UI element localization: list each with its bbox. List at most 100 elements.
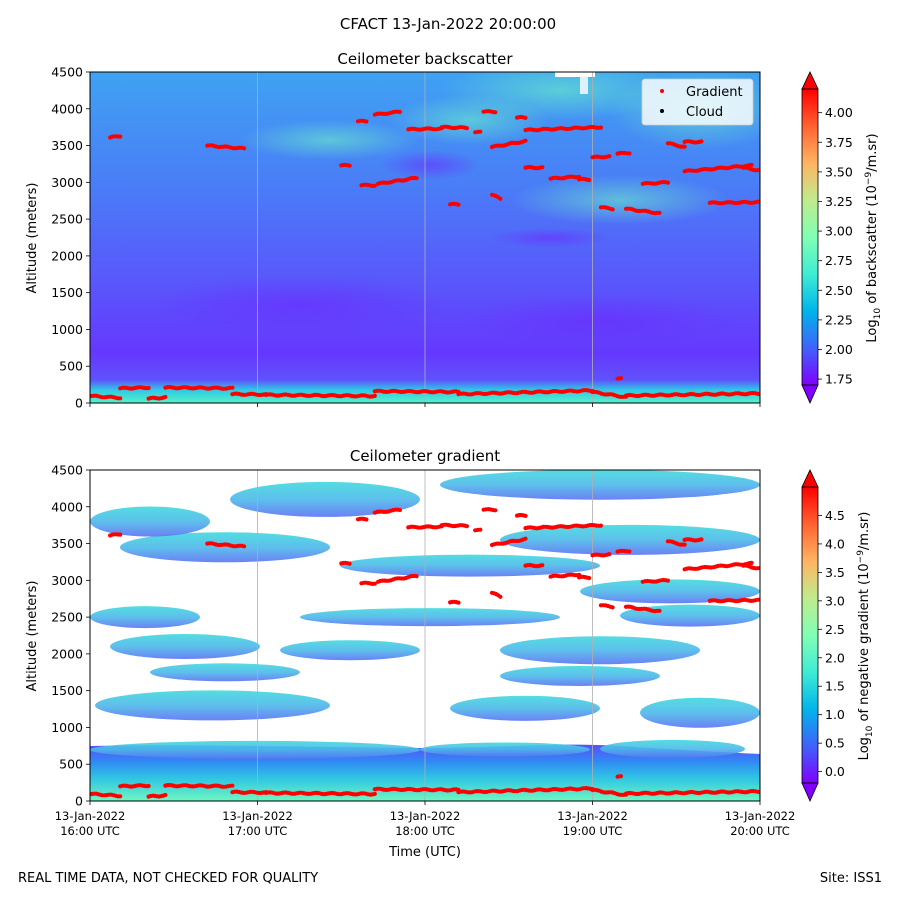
colorbar-tick-label: 1.75 (825, 372, 853, 387)
gradient-point (118, 532, 123, 537)
colorbar-tick-label: 3.75 (825, 135, 853, 150)
gradient-point (618, 376, 624, 381)
x-tick-date: 13-Jan-2022 (222, 809, 293, 823)
gradient-field-patch (120, 532, 330, 563)
colorbar-tick-label: 2.75 (825, 253, 853, 268)
top-colorbar-body (802, 89, 818, 385)
gradient-point (757, 597, 760, 602)
y-tick-label: 2500 (51, 610, 83, 625)
top-heatmap-patch (460, 295, 740, 345)
x-tick-time: 18:00 UTC (395, 824, 455, 838)
colorbar-tick-label: 3.5 (825, 565, 845, 580)
gradient-point (682, 144, 687, 149)
x-tick-time: 17:00 UTC (228, 824, 288, 838)
gradient-field-patch (450, 695, 600, 721)
bottom-plot-area (90, 470, 760, 801)
colorbar-tick-label: 3.0 (825, 593, 845, 608)
gradient-point (146, 385, 151, 391)
y-tick-label: 2500 (51, 212, 83, 227)
top-y-axis: 0 500 1000 1500 2000 2500 3000 3500 4000 4500 (51, 65, 90, 411)
gradient-point (627, 549, 632, 554)
gradient-point (657, 210, 662, 215)
gradient-point (464, 524, 469, 529)
gradient-field-patch (340, 554, 600, 577)
gradient-point (372, 183, 377, 188)
gradient-point (610, 605, 615, 610)
x-tick-time: 16:00 UTC (60, 824, 120, 838)
gradient-point (523, 513, 528, 519)
gradient-point (618, 774, 624, 779)
colorbar-tick-label: 3.25 (825, 194, 853, 209)
gradient-field-patch (500, 524, 760, 555)
gradient-point (230, 385, 235, 390)
bottom-colorbar: 0.0 0.5 1.0 1.5 2.0 2.5 3.0 3.5 4.0 4.5 Log10 of … (801, 469, 875, 802)
gradient-point (118, 794, 123, 799)
top-colorbar: 1.75 2.00 2.25 2.50 2.75 3.00 3.25 3.50 3.75 4.00… (801, 71, 883, 404)
top-colorbar-min-extend (801, 384, 819, 404)
gradient-point (372, 581, 377, 586)
gradient-point (230, 783, 235, 788)
gradient-field-patch (90, 740, 420, 759)
legend-box (641, 78, 754, 126)
gradient-point (493, 110, 498, 115)
bottom-panel-title: Ceilometer gradient (350, 447, 500, 465)
legend-cloud-label: Cloud (686, 105, 723, 120)
top-colorbar-ticks: 1.75 2.00 2.25 2.50 2.75 3.00 3.25 3.50 3.75 4.00 (818, 105, 853, 387)
gradient-point (118, 396, 123, 401)
bottom-colorbar-frame (801, 486, 819, 784)
gradient-point (118, 134, 123, 139)
bottom-colorbar-label: Log10 of negative gradient (10−9/m.sr) (856, 512, 875, 761)
gradient-point (540, 165, 545, 170)
bottom-colorbar-min-extend (801, 782, 819, 802)
gradient-field-patch (110, 634, 260, 660)
y-tick-label: 4000 (51, 499, 83, 514)
gradient-point (372, 791, 377, 797)
colorbar-tick-label: 1.0 (825, 707, 845, 722)
y-tick-label: 2000 (51, 646, 83, 661)
top-heatmap-patch (240, 120, 420, 160)
gradient-field-patch (300, 608, 560, 627)
gradient-point (493, 508, 498, 513)
y-tick-label: 4500 (51, 463, 83, 478)
colorbar-tick-label: 2.50 (825, 283, 853, 298)
top-heatmap-patch (380, 150, 480, 180)
gradient-point (682, 542, 687, 547)
gradient-field-patch (90, 506, 210, 537)
gradient-point (523, 115, 528, 120)
gradient-point (242, 146, 247, 151)
bottom-gradient-layers (90, 470, 760, 759)
gradient-point (540, 563, 545, 568)
y-tick-label: 4000 (51, 101, 83, 116)
footer-site: Site: ISS1 (820, 871, 882, 886)
bottom-gradient-points (90, 507, 760, 799)
x-tick-date: 13-Jan-2022 (557, 809, 628, 823)
gradient-field-patch (500, 665, 660, 686)
colorbar-tick-label: 4.00 (825, 105, 853, 120)
x-tick-date: 13-Jan-2022 (55, 809, 126, 823)
y-tick-label: 500 (59, 359, 83, 374)
gradient-field-patch (150, 663, 300, 682)
colorbar-tick-label: 2.5 (825, 622, 845, 637)
gradient-point (757, 199, 760, 204)
x-tick-time: 20:00 UTC (730, 824, 790, 838)
gradient-point (464, 126, 469, 131)
gradient-point (364, 517, 369, 522)
gradient-point (587, 575, 592, 581)
colorbar-tick-label: 3.50 (825, 164, 853, 179)
top-colorbar-label: Log10 of backscatter (10−9/m.sr) (864, 133, 883, 342)
y-tick-label: 0 (75, 396, 83, 411)
gradient-point (242, 544, 247, 549)
top-missing-data (580, 72, 588, 94)
gradient-point (523, 138, 528, 143)
colorbar-tick-label: 0.5 (825, 736, 845, 751)
y-tick-label: 500 (59, 757, 83, 772)
gradient-point (414, 176, 419, 181)
gradient-field-patch (640, 697, 760, 728)
top-y-axis-label: Altitude (meters) (25, 183, 40, 294)
gradient-field-patch (280, 640, 420, 661)
gradient-point (347, 163, 352, 168)
gradient-point (607, 154, 612, 159)
gradient-field-patch (580, 579, 760, 604)
legend-gradient-label: Gradient (686, 85, 743, 100)
